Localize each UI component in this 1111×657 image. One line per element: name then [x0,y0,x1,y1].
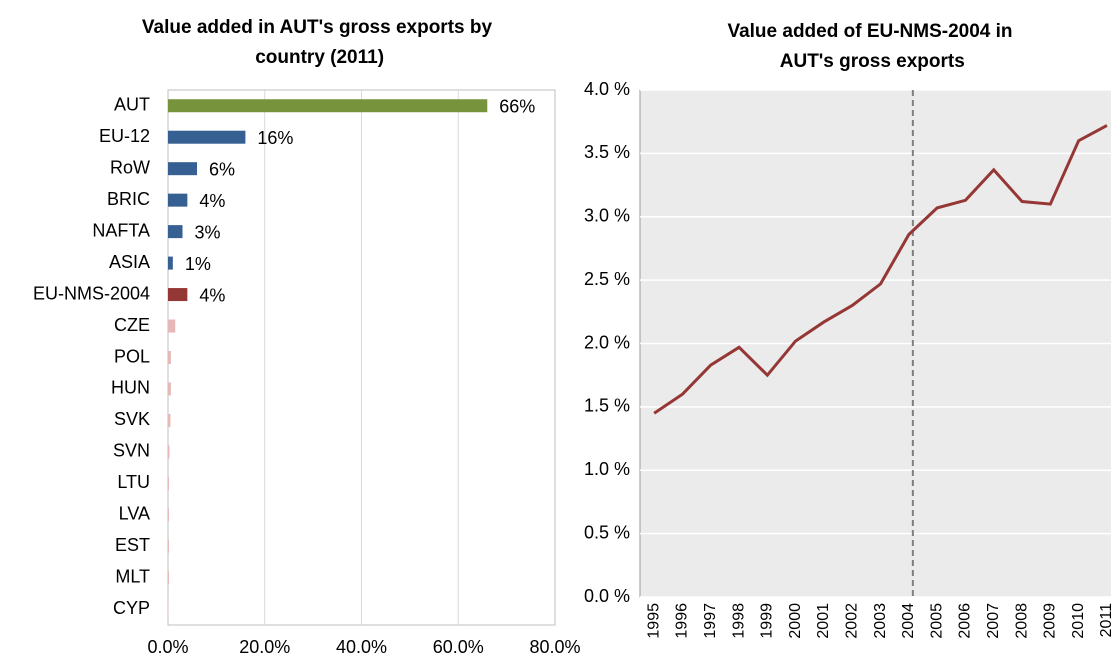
bar [168,476,169,490]
y-tick-label: POL [114,346,150,366]
x-tick-label: 2005 [928,603,945,639]
x-tick-label: 2007 [985,603,1002,639]
bar [168,382,171,396]
x-tick-label: 40.0% [336,637,387,657]
y-tick-label: NAFTA [92,220,150,240]
bar [168,571,169,585]
data-label: 16% [257,128,293,148]
bar [168,413,171,427]
y-tick-label: RoW [110,157,150,177]
x-tick-label: 1996 [674,603,691,639]
y-tick-label: 3.0 % [584,206,630,226]
y-tick-label: 0.0 % [584,586,630,606]
y-tick-label: BRIC [107,189,150,209]
bar [168,508,169,522]
x-tick-label: 20.0% [239,637,290,657]
data-label: 4% [199,285,225,305]
x-tick-label: 2000 [787,603,804,639]
y-tick-label: SVN [113,441,150,461]
y-tick-label: 1.0 % [584,459,630,479]
bar [168,193,188,207]
x-tick-label: 2008 [1013,603,1030,639]
bar [168,539,169,553]
y-tick-label: MLT [115,567,150,587]
y-tick-label: LVA [119,504,150,524]
data-label: 6% [209,159,235,179]
bar [168,130,246,144]
y-tick-label: 4.0 % [584,79,630,99]
x-tick-label: 2009 [1042,603,1059,639]
data-label: 4% [199,191,225,211]
y-tick-label: EST [115,535,150,555]
y-tick-label: 2.5 % [584,269,630,289]
x-tick-label: 1998 [730,603,747,639]
y-tick-label: 1.5 % [584,396,630,416]
y-tick-label: 3.5 % [584,142,630,162]
y-tick-label: SVK [114,409,150,429]
x-tick-label: 1997 [702,603,719,639]
y-tick-label: CZE [114,315,150,335]
left-title-line1: Value added in AUT's gross exports by co… [142,17,493,68]
x-tick-label: 2010 [1070,603,1087,639]
x-tick-label: 0.0% [147,637,188,657]
x-tick-label: 2004 [900,603,917,639]
data-label: 66% [499,96,535,116]
data-label: 1% [185,254,211,274]
bar [168,99,488,113]
x-tick-label: 1995 [645,603,662,639]
bar [168,351,171,364]
y-tick-label: LTU [117,472,150,492]
x-tick-label: 2001 [815,603,832,639]
x-tick-label: 60.0% [433,637,484,657]
bar [168,256,173,270]
data-label: 3% [195,222,221,242]
y-tick-label: 2.0 % [584,332,630,352]
x-tick-label: 2002 [843,603,860,639]
x-tick-label: 2011 [1098,603,1111,638]
y-tick-label: CYP [113,598,150,618]
bar [168,162,198,176]
bar [168,445,170,459]
bar [168,225,183,239]
y-tick-label: ASIA [109,252,150,272]
bar [168,319,176,333]
line-series [653,124,1108,415]
x-tick-label: 2003 [872,603,889,639]
x-tick-label: 80.0% [529,637,580,657]
y-tick-label: AUT [114,94,150,114]
y-tick-label: EU-12 [99,126,150,146]
y-tick-label: HUN [111,378,150,398]
x-tick-label: 1999 [759,603,776,639]
right-title-line1: Value added of EU-NMS-2004 in AUT's gros… [727,21,1012,72]
y-tick-label: EU-NMS-2004 [33,283,150,303]
bar [168,288,188,302]
x-tick-label: 2006 [957,603,974,639]
y-tick-label: 0.5 % [584,522,630,542]
